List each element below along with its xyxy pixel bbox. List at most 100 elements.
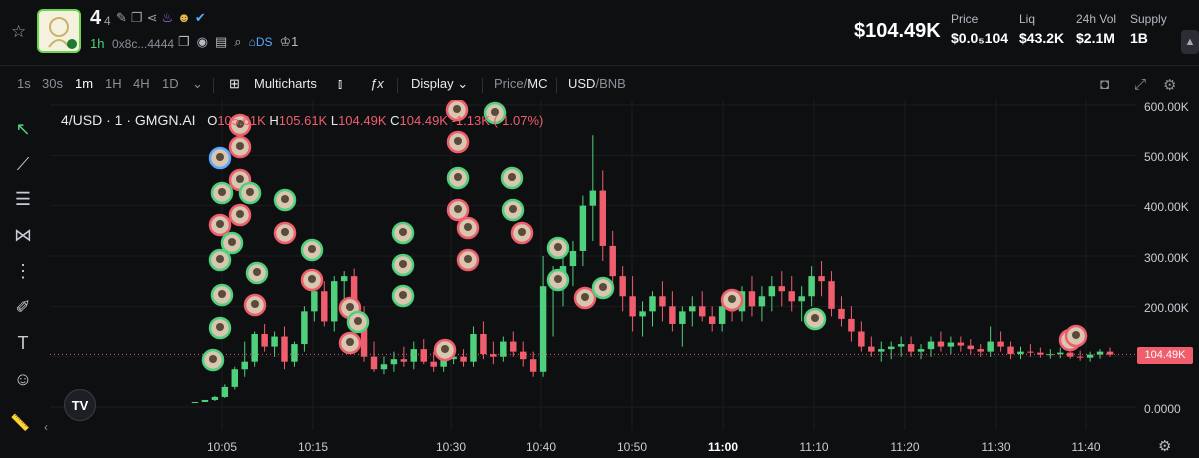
interval-30s[interactable]: 30s: [42, 76, 63, 91]
display-button[interactable]: Display ⌄: [411, 76, 469, 91]
x-tick: 10:50: [616, 440, 648, 454]
candle-body: [828, 281, 835, 309]
candle-body: [778, 286, 786, 292]
candle-body: [838, 308, 845, 319]
token-name: 4: [90, 7, 102, 29]
horizontal-lines-icon[interactable]: ☰: [14, 188, 32, 209]
trader-avatar-face: [251, 300, 259, 308]
candle-body: [659, 296, 666, 307]
trendline-icon[interactable]: ⟋: [16, 153, 30, 174]
candle-type-icon[interactable]: ⫾: [338, 76, 343, 91]
candle-body: [201, 399, 209, 402]
candle-body: [420, 349, 427, 362]
candle-body: [430, 361, 437, 367]
candle-body: [360, 321, 368, 357]
price-axis[interactable]: 600.00K 500.00K 400.00K 300.00K 200.00K …: [1136, 100, 1199, 430]
candle-body: [291, 344, 298, 362]
camera-icon[interactable]: ◘: [1100, 76, 1110, 93]
candle-body: [967, 345, 974, 350]
time-axis[interactable]: 10:05 10:15 10:30 10:40 10:50 11:00 11:1…: [50, 430, 1136, 458]
header-scroll-button[interactable]: ▲: [1181, 30, 1199, 54]
candle-body: [241, 361, 248, 370]
y-tick: 200.00K: [1144, 301, 1189, 315]
fullscreen-icon[interactable]: ⤢: [1134, 76, 1147, 93]
brush-icon[interactable]: ✐: [15, 296, 31, 317]
fib-icon[interactable]: ⋮: [14, 260, 32, 281]
chat-icon[interactable]: ▤: [215, 34, 228, 49]
trader-avatar-face: [346, 303, 354, 311]
trader-avatar-face: [464, 223, 472, 231]
trader-avatar-face: [454, 137, 462, 145]
y-tick: 500.00K: [1144, 150, 1189, 164]
search-icon[interactable]: ⌕: [234, 34, 242, 49]
trader-avatar-face: [554, 243, 562, 251]
candle-body: [380, 364, 388, 370]
y-tick: 400.00K: [1144, 200, 1189, 214]
contract-address[interactable]: 0x8c...4444: [112, 37, 175, 51]
trader-avatar-face: [236, 210, 244, 218]
candle-body: [1017, 351, 1024, 355]
price-mc-toggle[interactable]: Price/MC: [494, 76, 548, 91]
interval-4h[interactable]: 4H: [133, 76, 150, 91]
candle-body: [529, 359, 537, 372]
favorite-star-icon[interactable]: ☆: [11, 22, 27, 41]
interval-1m[interactable]: 1m: [75, 76, 94, 91]
ruler-icon[interactable]: 📏: [10, 415, 30, 432]
candle-body: [977, 349, 984, 352]
candle-body: [251, 334, 258, 362]
interval-chevron-down-icon[interactable]: ⌄: [192, 76, 203, 91]
candle-body: [609, 245, 616, 277]
x-tick: 10:05: [206, 440, 238, 454]
candle-body: [669, 306, 676, 324]
axis-settings-gear-icon[interactable]: ⚙: [1158, 438, 1172, 455]
trader-avatar-face: [216, 323, 224, 331]
settings-gear-icon[interactable]: ⚙: [1163, 77, 1177, 94]
candle-body: [311, 291, 318, 312]
text-tool-icon[interactable]: T: [17, 332, 29, 353]
candle-body: [301, 311, 308, 345]
high-value: 105.61K: [278, 113, 328, 128]
price-chart[interactable]: [50, 100, 1136, 430]
cursor-icon[interactable]: ↖: [15, 118, 31, 139]
share-icon[interactable]: ⋖: [146, 10, 158, 25]
multicharts-button[interactable]: Multicharts: [254, 76, 317, 91]
interval-1s[interactable]: 1s: [17, 76, 31, 91]
y-tick: 300.00K: [1144, 251, 1189, 265]
copy-icon[interactable]: ❐: [130, 10, 143, 25]
candle-body: [390, 359, 398, 365]
trader-avatar-face: [811, 314, 819, 322]
trader-avatar-face: [281, 228, 289, 236]
x-tick: 10:15: [297, 440, 329, 454]
copy-address-icon[interactable]: ❐: [178, 34, 190, 49]
candle-body: [947, 342, 955, 347]
candle-body: [589, 190, 597, 206]
candle-body: [987, 341, 994, 352]
low-value: 104.49K: [338, 113, 387, 128]
pattern-icon[interactable]: ⋈: [14, 224, 32, 245]
interval-1d[interactable]: 1D: [162, 76, 179, 91]
trader-avatar-face: [399, 291, 407, 299]
candle-body: [1027, 351, 1034, 353]
emoji-icon[interactable]: ☺: [13, 368, 33, 389]
candle-body: [370, 356, 378, 370]
change-value: -1.13K (-1.07%): [451, 113, 544, 128]
collapse-tools-chevron-icon[interactable]: ‹: [44, 420, 48, 434]
candle-body: [1086, 354, 1094, 358]
dexscreener-link[interactable]: ⌂DS: [248, 35, 273, 49]
indicators-icon[interactable]: ƒx: [370, 76, 384, 91]
website-icon[interactable]: ◉: [196, 34, 208, 49]
candle-body: [689, 306, 696, 312]
trader-avatar-face: [354, 317, 362, 325]
candle-body: [708, 316, 716, 324]
candle-body: [1007, 346, 1014, 355]
candle-body: [917, 349, 925, 352]
token-avatar[interactable]: [37, 9, 81, 53]
candle-body: [679, 311, 686, 324]
currency-toggle[interactable]: USD/BNB: [568, 76, 626, 91]
add-plus-icon[interactable]: ⊞: [229, 76, 240, 91]
tradingview-logo[interactable]: TV: [64, 389, 96, 421]
edit-icon[interactable]: ✎: [116, 10, 127, 25]
interval-1h[interactable]: 1H: [105, 76, 122, 91]
candle-body: [1057, 352, 1064, 355]
current-price-tag: 104.49K: [1137, 347, 1193, 364]
